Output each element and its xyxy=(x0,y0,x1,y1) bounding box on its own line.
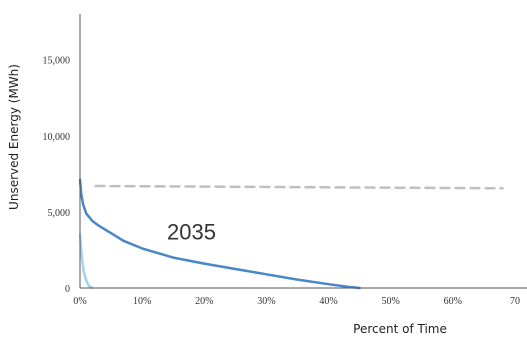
series-line-2 xyxy=(78,233,94,290)
x-tick-label: 30% xyxy=(257,296,275,307)
x-tick-label: 70 xyxy=(510,296,520,307)
y-tick-label: 10,000 xyxy=(43,132,71,143)
y-axis-title: Unserved Energy (MWh) xyxy=(7,64,21,210)
annotation-label: 2035 xyxy=(167,219,216,244)
x-tick-label: 20% xyxy=(195,296,213,307)
x-tick-label: 0% xyxy=(73,296,86,307)
y-tick-label: 15,000 xyxy=(43,56,71,67)
x-tick-label: 50% xyxy=(382,296,400,307)
x-axis-title: Percent of Time xyxy=(353,322,447,336)
x-tick-label: 40% xyxy=(319,296,337,307)
series-layer xyxy=(78,178,504,290)
ticks-layer: 0 5,000 10,000 15,000 0% 10% 20% 30% 40% 50% 60% 70 xyxy=(43,56,521,307)
y-tick-label: 5,000 xyxy=(48,208,71,219)
x-tick-label: 60% xyxy=(444,296,462,307)
y-tick-label: 0 xyxy=(65,284,70,295)
series-line-1 xyxy=(78,178,361,290)
series-line-3 xyxy=(94,184,504,190)
annotation-layer: 2035 xyxy=(167,219,216,244)
x-tick-label: 10% xyxy=(133,296,151,307)
